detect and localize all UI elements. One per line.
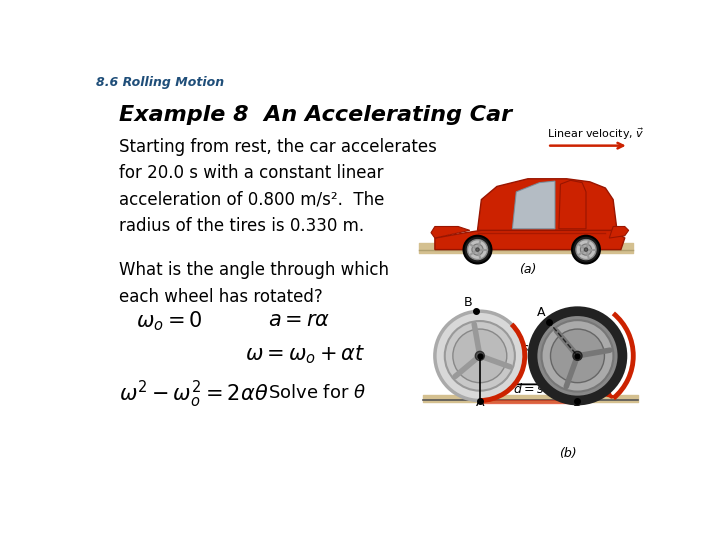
- Circle shape: [572, 236, 600, 264]
- Circle shape: [580, 244, 592, 255]
- Polygon shape: [477, 179, 617, 231]
- Circle shape: [476, 248, 480, 251]
- Text: $\omega = \omega_o + \alpha t$: $\omega = \omega_o + \alpha t$: [245, 343, 365, 366]
- Text: Linear velocity, $\vec{v}$: Linear velocity, $\vec{v}$: [547, 126, 644, 142]
- Circle shape: [573, 352, 582, 360]
- Circle shape: [551, 329, 605, 383]
- Text: 8.6 Rolling Motion: 8.6 Rolling Motion: [96, 76, 225, 89]
- Polygon shape: [609, 226, 629, 238]
- Text: $d = s$: $d = s$: [513, 382, 544, 396]
- Text: Solve for $\theta$: Solve for $\theta$: [269, 384, 366, 402]
- Circle shape: [541, 320, 613, 392]
- Polygon shape: [435, 231, 625, 249]
- Circle shape: [475, 352, 485, 360]
- Text: $\omega_o = 0$: $\omega_o = 0$: [137, 309, 203, 333]
- Circle shape: [472, 244, 483, 255]
- Polygon shape: [431, 226, 469, 238]
- Polygon shape: [513, 181, 555, 229]
- Circle shape: [435, 311, 525, 401]
- Polygon shape: [559, 180, 586, 229]
- Text: $r$: $r$: [463, 372, 471, 384]
- Text: What is the angle through which
each wheel has rotated?: What is the angle through which each whe…: [120, 261, 390, 306]
- Circle shape: [576, 240, 596, 260]
- Text: B: B: [464, 296, 472, 309]
- Circle shape: [533, 311, 622, 401]
- Circle shape: [585, 248, 588, 251]
- Text: Example 8  An Accelerating Car: Example 8 An Accelerating Car: [120, 105, 513, 125]
- Text: A: A: [537, 306, 546, 319]
- Circle shape: [464, 236, 492, 264]
- Text: $a = r\alpha$: $a = r\alpha$: [269, 309, 330, 329]
- Text: Starting from rest, the car accelerates
for 20.0 s with a constant linear
accele: Starting from rest, the car accelerates …: [120, 138, 437, 235]
- Text: $s$: $s$: [521, 342, 529, 355]
- Text: B: B: [573, 396, 582, 409]
- Circle shape: [453, 329, 507, 383]
- Text: A: A: [476, 396, 484, 409]
- Circle shape: [445, 321, 515, 391]
- Text: (b): (b): [559, 448, 576, 461]
- Circle shape: [467, 240, 487, 260]
- Text: (a): (a): [519, 264, 536, 276]
- Polygon shape: [480, 400, 577, 403]
- Text: $\omega^2 - \omega_o^2 = 2\alpha\theta$: $\omega^2 - \omega_o^2 = 2\alpha\theta$: [120, 379, 269, 410]
